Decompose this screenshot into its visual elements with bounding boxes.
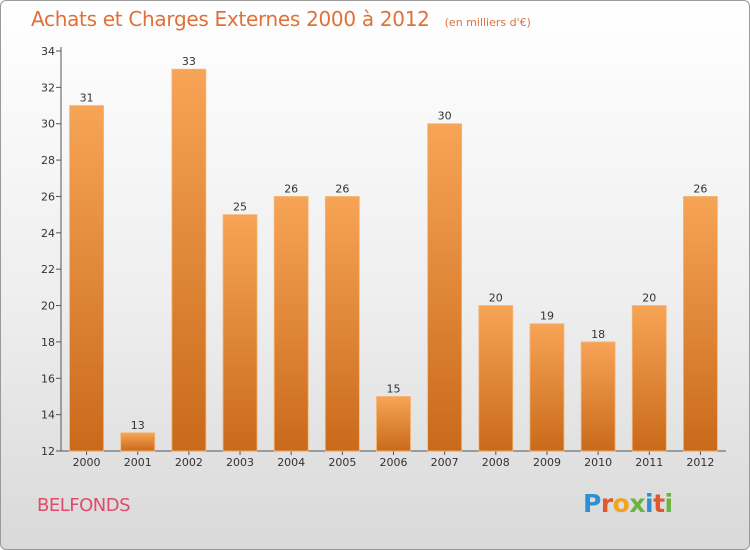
bar-value-label: 30 bbox=[438, 110, 452, 123]
logo-letter: P bbox=[583, 489, 601, 518]
bar-2007 bbox=[427, 123, 463, 452]
y-tick-label: 14 bbox=[41, 409, 55, 422]
bar-value-label: 26 bbox=[284, 182, 298, 195]
y-tick-label: 32 bbox=[41, 81, 55, 94]
x-tick-label: 2002 bbox=[175, 456, 203, 469]
chart-subtitle: (en milliers d'€) bbox=[444, 16, 531, 29]
x-tick-label: 2011 bbox=[635, 456, 663, 469]
bar-value-label: 31 bbox=[80, 92, 94, 105]
bar-2001 bbox=[120, 432, 156, 452]
bar-value-label: 13 bbox=[131, 419, 145, 432]
data-labels: 31 13 33 25 26 26 15 30 20 19 18 20 26 bbox=[80, 55, 708, 432]
x-tick-label: 2009 bbox=[533, 456, 561, 469]
bar-2005 bbox=[324, 196, 360, 452]
bar-2011 bbox=[631, 305, 667, 452]
bar-value-label: 15 bbox=[387, 382, 401, 395]
y-tick-label: 16 bbox=[41, 372, 55, 385]
logo-letter: o bbox=[612, 489, 630, 518]
y-tick-label: 12 bbox=[41, 445, 55, 458]
bar-2008 bbox=[478, 305, 514, 452]
x-tick-label: 2000 bbox=[73, 456, 101, 469]
bar-2009 bbox=[529, 323, 565, 452]
bar-value-label: 33 bbox=[182, 55, 196, 68]
logo-letter: t bbox=[653, 489, 665, 518]
y-tick-label: 30 bbox=[41, 118, 55, 131]
bar-2010 bbox=[580, 341, 616, 452]
bar-value-label: 26 bbox=[335, 182, 349, 195]
bar-2004 bbox=[273, 196, 309, 452]
bar-value-label: 26 bbox=[693, 182, 707, 195]
bar-2003 bbox=[222, 214, 258, 452]
axes: 12 14 16 18 20 22 24 26 28 30 32 34 2000 2001 2002 2003… bbox=[41, 45, 726, 469]
proxiti-logo[interactable]: Proxiti bbox=[583, 489, 673, 518]
bar-value-label: 20 bbox=[489, 292, 503, 305]
y-tick-label: 18 bbox=[41, 336, 55, 349]
y-tick-label: 22 bbox=[41, 263, 55, 276]
y-tick-label: 20 bbox=[41, 300, 55, 313]
bar-2002 bbox=[171, 68, 207, 452]
bar-value-label: 20 bbox=[642, 292, 656, 305]
logo-letter: x bbox=[629, 489, 645, 518]
x-tick-label: 2005 bbox=[328, 456, 356, 469]
y-tick-label: 34 bbox=[41, 45, 55, 58]
bars bbox=[69, 68, 718, 452]
x-tick-label: 2001 bbox=[124, 456, 152, 469]
bar-value-label: 25 bbox=[233, 201, 247, 214]
bar-value-label: 18 bbox=[591, 328, 605, 341]
x-tick-label: 2007 bbox=[431, 456, 459, 469]
logo-letter: i bbox=[664, 489, 674, 518]
bar-2000 bbox=[69, 105, 104, 452]
bar-value-label: 19 bbox=[540, 310, 554, 323]
x-tick-label: 2008 bbox=[482, 456, 510, 469]
x-tick-label: 2010 bbox=[584, 456, 612, 469]
logo-letter: i bbox=[645, 489, 654, 518]
place-name: BELFONDS bbox=[37, 495, 131, 516]
title-row: Achats et Charges Externes 2000 à 2012 (… bbox=[31, 7, 531, 31]
chart-title: Achats et Charges Externes 2000 à 2012 bbox=[31, 7, 430, 31]
y-tick-label: 28 bbox=[41, 154, 55, 167]
x-tick-label: 2006 bbox=[380, 456, 408, 469]
x-tick-label: 2003 bbox=[226, 456, 254, 469]
logo-letter: r bbox=[600, 489, 613, 518]
bar-2012 bbox=[683, 196, 718, 452]
y-tick-label: 26 bbox=[41, 190, 55, 203]
x-tick-label: 2004 bbox=[277, 456, 305, 469]
bar-2006 bbox=[376, 396, 411, 452]
y-tick-label: 24 bbox=[41, 227, 55, 240]
x-tick-label: 2012 bbox=[686, 456, 714, 469]
